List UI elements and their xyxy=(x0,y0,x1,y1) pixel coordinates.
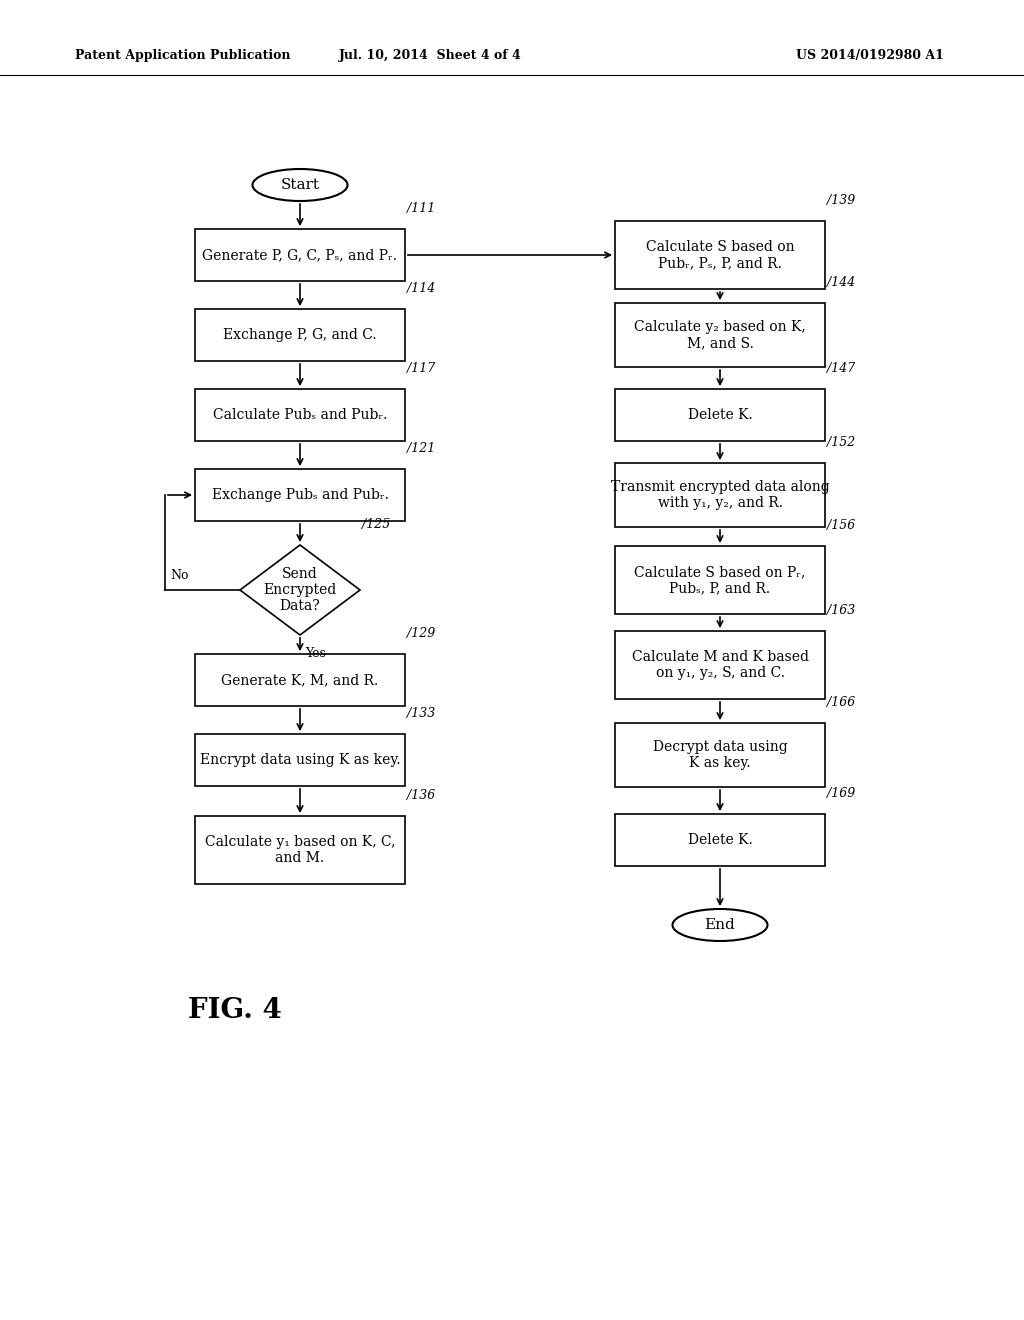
Text: Calculate S based on Pᵣ,
Pubₛ, P, and R.: Calculate S based on Pᵣ, Pubₛ, P, and R. xyxy=(634,565,806,595)
Bar xyxy=(615,546,825,614)
Text: /166: /166 xyxy=(827,696,855,709)
Text: Send
Encrypted
Data?: Send Encrypted Data? xyxy=(263,566,337,614)
Text: Transmit encrypted data along
with y₁, y₂, and R.: Transmit encrypted data along with y₁, y… xyxy=(610,480,829,510)
Text: Jul. 10, 2014  Sheet 4 of 4: Jul. 10, 2014 Sheet 4 of 4 xyxy=(339,49,521,62)
Text: Decrypt data using
K as key.: Decrypt data using K as key. xyxy=(652,741,787,770)
Text: Exchange P, G, and C.: Exchange P, G, and C. xyxy=(223,327,377,342)
Bar xyxy=(615,304,825,367)
Text: /111: /111 xyxy=(407,202,435,215)
Bar xyxy=(195,734,406,785)
Text: Calculate Pubₛ and Pubᵣ.: Calculate Pubₛ and Pubᵣ. xyxy=(213,408,387,422)
Text: Patent Application Publication: Patent Application Publication xyxy=(75,49,291,62)
Bar xyxy=(195,653,406,706)
Text: /133: /133 xyxy=(407,708,435,719)
Text: Encrypt data using K as key.: Encrypt data using K as key. xyxy=(200,752,400,767)
Text: US 2014/0192980 A1: US 2014/0192980 A1 xyxy=(796,49,944,62)
Text: Yes: Yes xyxy=(305,647,326,660)
Ellipse shape xyxy=(253,169,347,201)
Bar xyxy=(615,631,825,700)
Text: Exchange Pubₛ and Pubᵣ.: Exchange Pubₛ and Pubᵣ. xyxy=(212,488,388,502)
Text: /114: /114 xyxy=(407,282,435,294)
Text: Generate P, G, C, Pₛ, and Pᵣ.: Generate P, G, C, Pₛ, and Pᵣ. xyxy=(203,248,397,261)
Bar xyxy=(195,309,406,360)
Text: /125: /125 xyxy=(362,517,390,531)
Text: FIG. 4: FIG. 4 xyxy=(188,997,282,1023)
Bar xyxy=(615,463,825,527)
Text: /152: /152 xyxy=(827,436,855,449)
Text: /144: /144 xyxy=(827,276,855,289)
Bar xyxy=(195,389,406,441)
Text: /139: /139 xyxy=(827,194,855,207)
Text: Generate K, M, and R.: Generate K, M, and R. xyxy=(221,673,379,686)
Text: /121: /121 xyxy=(407,442,435,455)
Bar xyxy=(615,389,825,441)
Bar xyxy=(195,816,406,884)
Text: Delete K.: Delete K. xyxy=(688,408,753,422)
Bar xyxy=(195,469,406,521)
Text: Calculate S based on
Pubᵣ, Pₛ, P, and R.: Calculate S based on Pubᵣ, Pₛ, P, and R. xyxy=(646,240,795,271)
Text: /156: /156 xyxy=(827,519,855,532)
Text: /117: /117 xyxy=(407,362,435,375)
Text: Calculate y₁ based on K, C,
and M.: Calculate y₁ based on K, C, and M. xyxy=(205,836,395,865)
Ellipse shape xyxy=(673,909,768,941)
Text: Start: Start xyxy=(281,178,319,191)
Bar xyxy=(195,228,406,281)
Polygon shape xyxy=(240,545,360,635)
Text: /136: /136 xyxy=(407,789,435,803)
Bar xyxy=(615,220,825,289)
Text: Calculate M and K based
on y₁, y₂, S, and C.: Calculate M and K based on y₁, y₂, S, an… xyxy=(632,649,809,680)
Text: /169: /169 xyxy=(827,787,855,800)
Bar xyxy=(615,814,825,866)
Text: No: No xyxy=(170,569,188,582)
Text: /163: /163 xyxy=(827,605,855,616)
Text: Delete K.: Delete K. xyxy=(688,833,753,847)
Text: End: End xyxy=(705,917,735,932)
Text: Calculate y₂ based on K,
M, and S.: Calculate y₂ based on K, M, and S. xyxy=(634,319,806,350)
Text: /129: /129 xyxy=(407,627,435,640)
Bar xyxy=(615,723,825,787)
Text: /147: /147 xyxy=(827,362,855,375)
